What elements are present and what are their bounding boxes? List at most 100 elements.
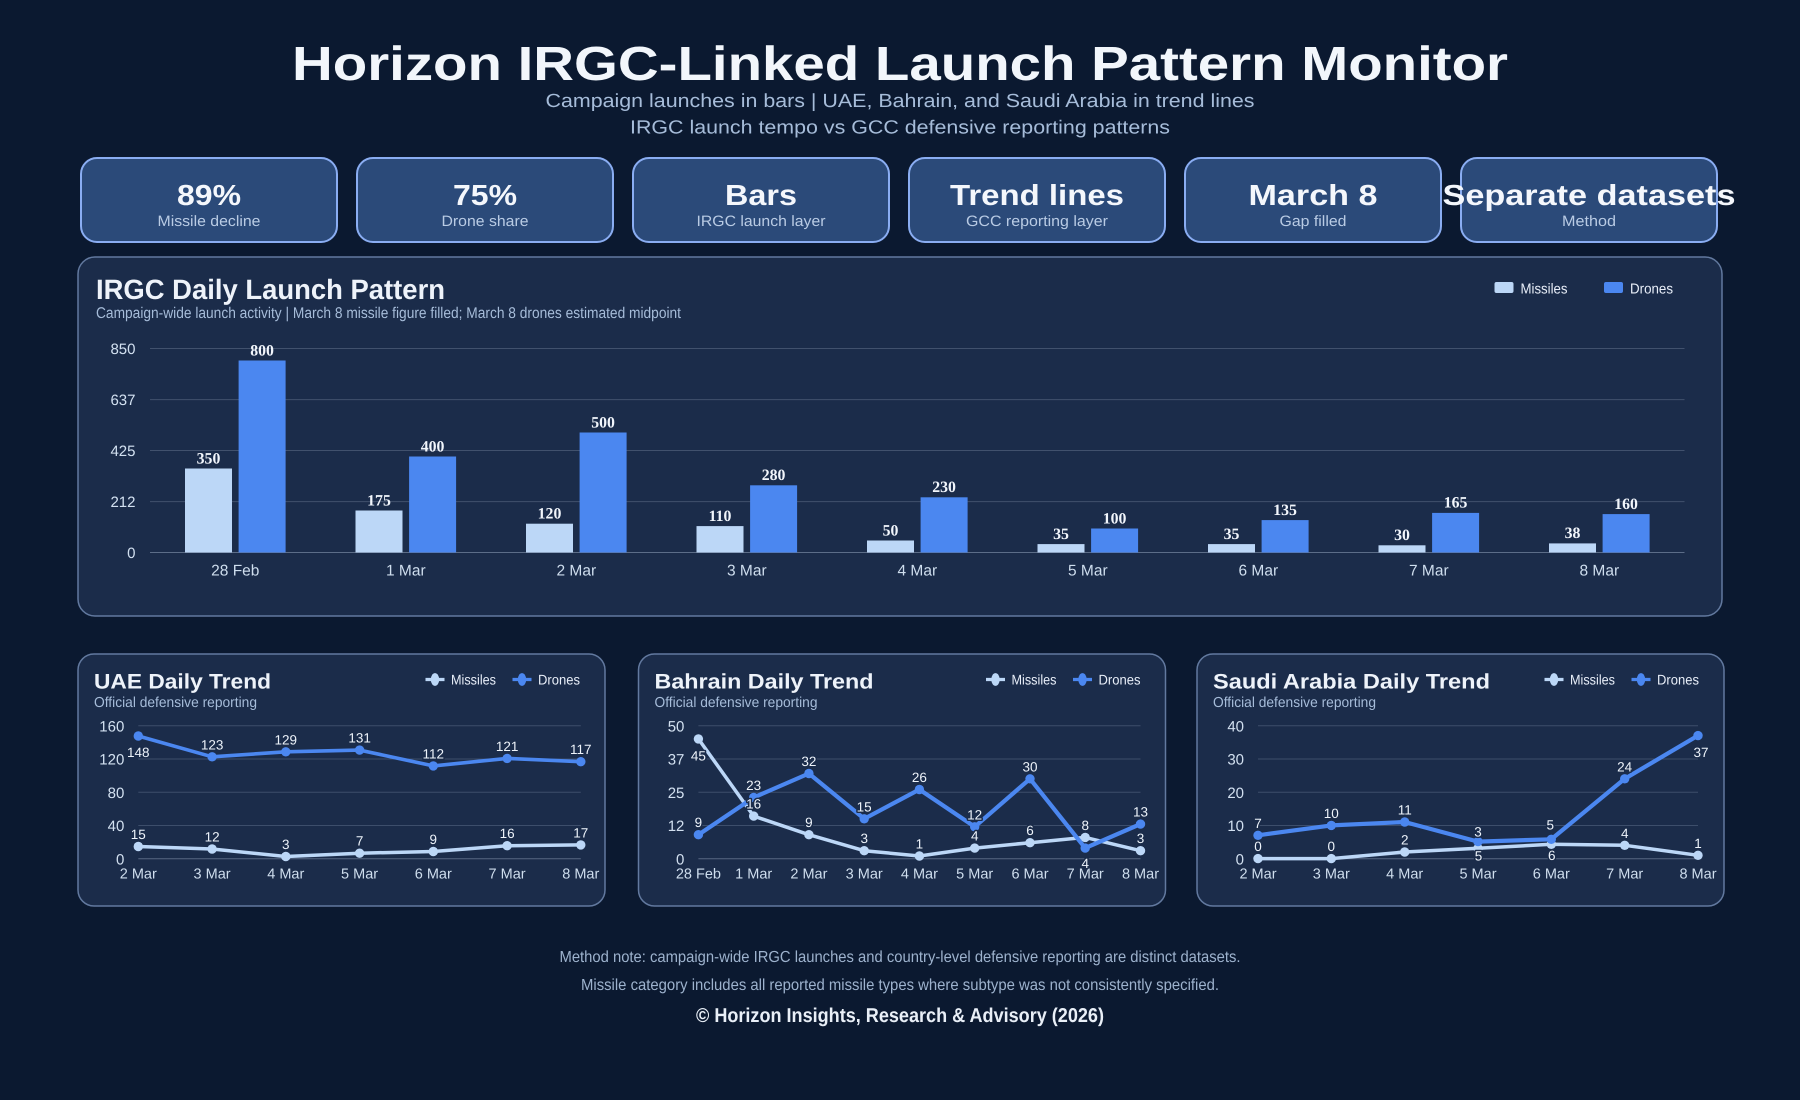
- svg-text:7 Mar: 7 Mar: [1606, 867, 1643, 883]
- svg-text:3 Mar: 3 Mar: [846, 867, 883, 883]
- svg-text:Official defensive reporting: Official defensive reporting: [655, 695, 818, 711]
- svg-text:Drones: Drones: [538, 672, 580, 688]
- svg-text:7 Mar: 7 Mar: [1409, 563, 1449, 580]
- svg-text:4: 4: [1621, 826, 1629, 841]
- svg-text:3 Mar: 3 Mar: [194, 867, 231, 883]
- svg-text:6 Mar: 6 Mar: [1533, 867, 1570, 883]
- svg-text:8 Mar: 8 Mar: [1679, 867, 1716, 883]
- svg-text:Campaign-wide launch activity: Campaign-wide launch activity | March 8 …: [96, 305, 682, 322]
- svg-text:Missiles: Missiles: [451, 672, 496, 688]
- svg-text:Official defensive reporting: Official defensive reporting: [1213, 695, 1376, 711]
- svg-text:Separate datasets: Separate datasets: [1443, 180, 1736, 212]
- svg-text:121: 121: [496, 739, 519, 754]
- svg-text:Gap filled: Gap filled: [1280, 213, 1347, 230]
- svg-text:1 Mar: 1 Mar: [735, 867, 772, 883]
- svg-text:280: 280: [762, 467, 786, 484]
- svg-text:7 Mar: 7 Mar: [1067, 867, 1104, 883]
- svg-text:7 Mar: 7 Mar: [489, 867, 526, 883]
- svg-text:120: 120: [99, 752, 124, 769]
- svg-text:160: 160: [1614, 496, 1638, 513]
- svg-text:37: 37: [1693, 745, 1708, 760]
- svg-text:350: 350: [197, 450, 221, 467]
- svg-text:6 Mar: 6 Mar: [1238, 563, 1278, 580]
- svg-text:850: 850: [110, 341, 135, 358]
- svg-text:10: 10: [1324, 806, 1339, 821]
- svg-text:7: 7: [1254, 816, 1262, 831]
- svg-text:Missiles: Missiles: [1570, 672, 1615, 688]
- svg-text:IRGC Daily Launch Pattern: IRGC Daily Launch Pattern: [96, 274, 445, 305]
- svg-text:4 Mar: 4 Mar: [897, 563, 937, 580]
- svg-text:23: 23: [746, 778, 761, 793]
- svg-text:Method: Method: [1562, 213, 1616, 230]
- svg-text:March 8: March 8: [1249, 180, 1378, 212]
- svg-text:0: 0: [676, 851, 684, 868]
- svg-text:8 Mar: 8 Mar: [1122, 867, 1159, 883]
- svg-text:50: 50: [883, 522, 899, 539]
- svg-text:5: 5: [1547, 818, 1555, 833]
- svg-text:1: 1: [916, 837, 924, 852]
- svg-text:12: 12: [205, 830, 220, 845]
- svg-text:40: 40: [1227, 718, 1244, 735]
- svg-text:2: 2: [1401, 833, 1409, 848]
- svg-text:15: 15: [857, 799, 872, 814]
- svg-text:9: 9: [695, 815, 703, 830]
- svg-text:112: 112: [423, 746, 445, 761]
- svg-text:30: 30: [1227, 752, 1244, 769]
- svg-text:32: 32: [801, 754, 816, 769]
- svg-text:5 Mar: 5 Mar: [341, 867, 378, 883]
- svg-text:131: 131: [348, 731, 371, 746]
- svg-text:4 Mar: 4 Mar: [1386, 867, 1423, 883]
- svg-text:IRGC launch tempo vs GCC defen: IRGC launch tempo vs GCC defensive repor…: [630, 118, 1170, 139]
- svg-text:13: 13: [1133, 805, 1148, 820]
- svg-text:8 Mar: 8 Mar: [1579, 563, 1619, 580]
- svg-text:17: 17: [573, 825, 588, 840]
- svg-text:Missile category includes all: Missile category includes all reported m…: [581, 977, 1219, 994]
- svg-text:45: 45: [691, 749, 706, 764]
- svg-text:89%: 89%: [177, 180, 241, 212]
- svg-text:1: 1: [1694, 836, 1702, 851]
- svg-text:© Horizon Insights, Research &: © Horizon Insights, Research & Advisory …: [696, 1005, 1104, 1027]
- svg-text:175: 175: [367, 492, 391, 509]
- svg-text:Missiles: Missiles: [1012, 672, 1057, 688]
- svg-text:28 Feb: 28 Feb: [211, 563, 259, 580]
- svg-text:2 Mar: 2 Mar: [1239, 867, 1276, 883]
- svg-text:28 Feb: 28 Feb: [676, 867, 721, 883]
- svg-text:4: 4: [971, 829, 979, 844]
- svg-text:16: 16: [746, 797, 761, 812]
- svg-text:Saudi Arabia Daily Trend: Saudi Arabia Daily Trend: [1213, 671, 1490, 694]
- svg-text:GCC reporting layer: GCC reporting layer: [966, 213, 1108, 230]
- svg-text:12: 12: [668, 818, 685, 835]
- svg-text:4: 4: [1081, 856, 1089, 871]
- svg-text:3: 3: [1137, 831, 1145, 846]
- svg-text:5: 5: [1475, 849, 1483, 864]
- svg-text:20: 20: [1227, 785, 1244, 802]
- svg-text:3 Mar: 3 Mar: [727, 563, 767, 580]
- svg-text:Drones: Drones: [1630, 282, 1673, 298]
- svg-text:4 Mar: 4 Mar: [267, 867, 304, 883]
- svg-text:30: 30: [1022, 759, 1037, 774]
- svg-text:5 Mar: 5 Mar: [1459, 867, 1496, 883]
- svg-text:Drones: Drones: [1099, 672, 1141, 688]
- svg-text:6: 6: [1026, 823, 1034, 838]
- svg-text:16: 16: [500, 826, 515, 841]
- svg-text:800: 800: [250, 342, 274, 359]
- svg-text:25: 25: [668, 785, 685, 802]
- svg-text:4 Mar: 4 Mar: [901, 867, 938, 883]
- svg-text:212: 212: [110, 494, 135, 511]
- svg-text:5 Mar: 5 Mar: [1068, 563, 1108, 580]
- svg-text:0: 0: [127, 545, 135, 562]
- svg-text:Bars: Bars: [725, 180, 797, 212]
- svg-text:3: 3: [860, 831, 868, 846]
- svg-text:38: 38: [1565, 525, 1581, 542]
- svg-text:9: 9: [430, 832, 438, 847]
- svg-text:Method note: campaign-wide IRG: Method note: campaign-wide IRGC launches…: [560, 949, 1241, 966]
- svg-text:117: 117: [570, 742, 592, 757]
- svg-text:5 Mar: 5 Mar: [956, 867, 993, 883]
- svg-text:Official defensive reporting: Official defensive reporting: [94, 695, 257, 711]
- svg-text:Campaign launches in bars | UA: Campaign launches in bars | UAE, Bahrain…: [546, 91, 1255, 112]
- svg-text:425: 425: [110, 443, 135, 460]
- svg-text:3 Mar: 3 Mar: [1313, 867, 1350, 883]
- svg-text:Bahrain Daily Trend: Bahrain Daily Trend: [655, 671, 874, 694]
- svg-text:637: 637: [110, 392, 135, 409]
- svg-text:6 Mar: 6 Mar: [415, 867, 452, 883]
